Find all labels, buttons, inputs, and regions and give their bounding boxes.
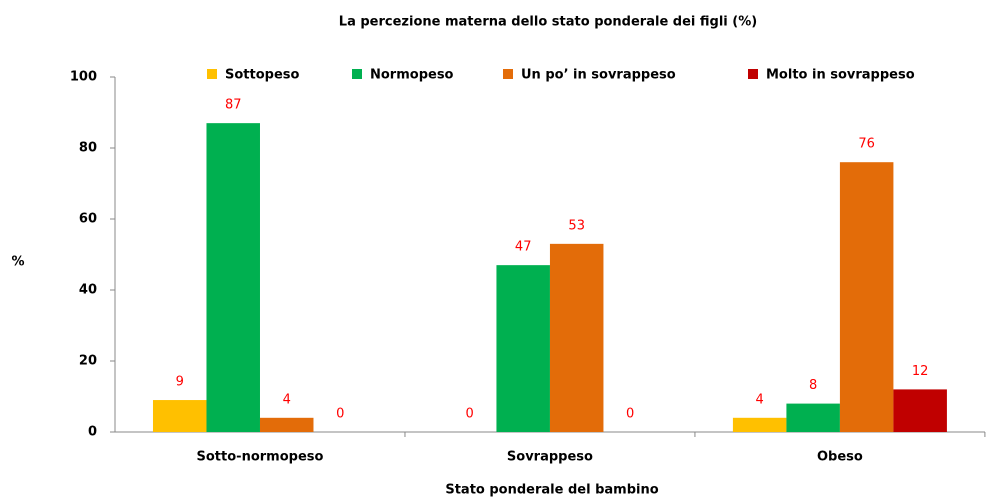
x-tick-label: Sovrappeso [507,450,593,465]
bar [496,265,550,432]
x-tick-label: Sotto-normopeso [197,450,324,465]
x-axis-label: Stato ponderale del bambino [445,483,658,497]
value-label: 0 [336,407,344,422]
value-label: 4 [283,392,291,407]
value-label: 47 [515,240,532,255]
bar [786,403,840,432]
bar [152,400,207,432]
value-label: 0 [466,407,474,422]
bar [259,417,314,432]
legend-swatch [503,69,513,79]
legend-label: Un po’ in sovrappeso [521,68,676,83]
x-tick-label: Obeso [817,450,863,465]
value-label: 4 [756,392,764,407]
value-label: 87 [225,98,242,113]
value-label: 0 [626,407,634,422]
bar [206,123,260,433]
value-label: 8 [809,378,817,393]
y-tick-label: 0 [88,425,97,440]
legend-swatch [207,69,217,79]
legend-label: Molto in sovrappeso [766,68,915,83]
legend-label: Sottopeso [225,68,300,83]
legend-swatch [352,69,362,79]
bar [839,162,894,432]
value-label: 12 [912,364,929,379]
y-tick-label: 60 [79,212,97,227]
y-tick-label: 40 [79,283,97,298]
value-label: 53 [568,218,585,233]
value-label: 9 [176,375,184,390]
value-label: 76 [858,137,875,152]
bar [893,389,947,432]
y-tick-label: 100 [70,70,97,85]
bar [549,243,604,432]
bar [732,417,787,432]
y-tick-label: 80 [79,141,97,156]
legend-swatch [748,69,758,79]
legend-label: Normopeso [370,68,454,83]
y-axis-label: % [11,255,24,270]
y-tick-label: 20 [79,354,97,369]
chart-title: La percezione materna dello stato ponder… [339,15,757,30]
